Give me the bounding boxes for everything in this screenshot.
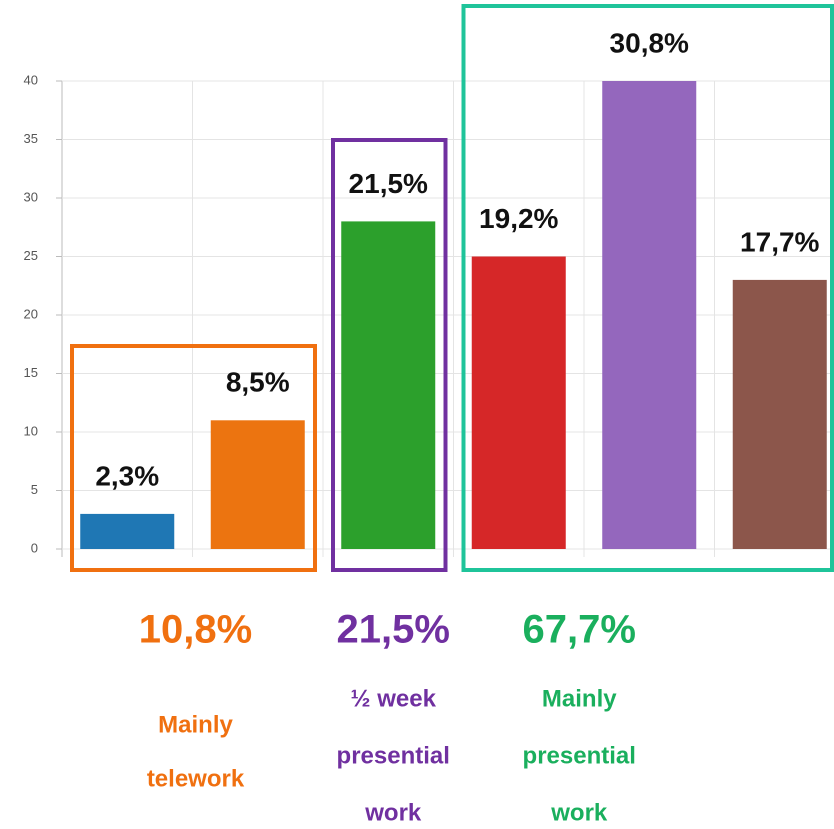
group-label: ½ week	[351, 685, 437, 712]
group-total: 67,7%	[523, 608, 636, 652]
group-total: 10,8%	[139, 608, 252, 652]
bar	[732, 279, 827, 549]
bar-annotation: 17,7%	[740, 226, 819, 257]
group-label: presential	[337, 742, 450, 769]
bar-annotation: 21,5%	[349, 168, 428, 199]
group-label: presential	[523, 742, 636, 769]
y-tick-label: 0	[31, 540, 38, 555]
bar	[341, 221, 436, 549]
bar	[80, 513, 175, 549]
y-tick-label: 25	[24, 248, 38, 263]
y-tick-label: 35	[24, 131, 38, 146]
y-tick-label: 5	[31, 482, 38, 497]
y-tick-label: 30	[24, 189, 38, 204]
group-label: Mainly	[158, 711, 233, 738]
bar-annotation: 19,2%	[479, 203, 558, 234]
y-tick-label: 40	[24, 72, 38, 87]
group-box	[70, 344, 317, 572]
group-label: Mainly	[542, 685, 617, 712]
bar	[471, 256, 566, 549]
y-tick-label: 20	[24, 306, 38, 321]
group-box	[461, 4, 834, 572]
group-total: 21,5%	[337, 608, 450, 652]
group-label: telework	[147, 765, 245, 792]
group-box	[331, 138, 448, 572]
bar-annotation: 30,8%	[610, 27, 689, 58]
y-tick-label: 10	[24, 423, 38, 438]
group-label: work	[364, 799, 422, 826]
group-label: work	[550, 799, 608, 826]
bar	[602, 81, 697, 549]
bar-annotation: 2,3%	[95, 460, 159, 491]
bar	[210, 420, 305, 549]
bar-annotation: 8,5%	[226, 367, 290, 398]
y-tick-label: 15	[24, 365, 38, 380]
